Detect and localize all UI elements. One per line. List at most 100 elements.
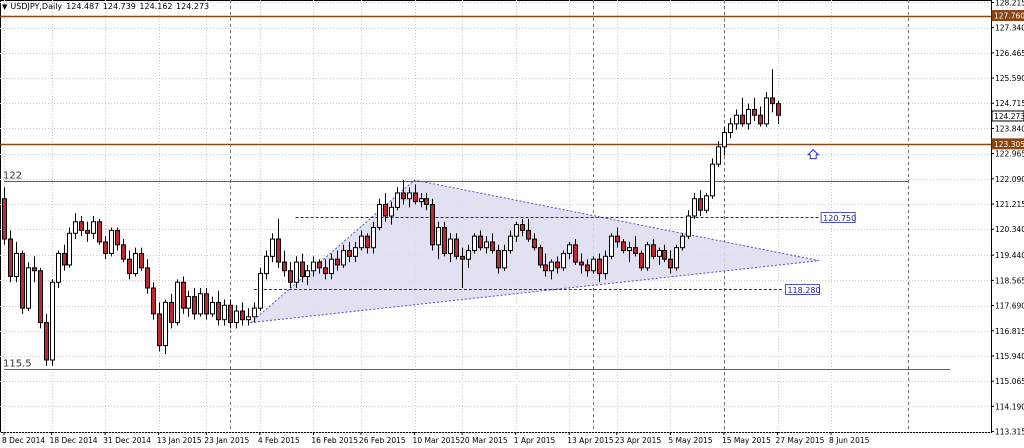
candle-body [341,250,346,266]
candle-body [621,241,626,252]
candle-body [746,108,751,125]
level-label: 115.5 [3,359,32,370]
candle-body [645,244,650,269]
candle-body [442,227,447,254]
candle-body [567,244,572,254]
candle-body [395,192,400,208]
candle-body [377,203,382,229]
y-tick-label: 118.565 [995,276,1024,285]
y-tick-label: 124.715 [995,99,1024,108]
candle-body [109,229,114,254]
candle-body [85,229,90,234]
x-tick-label: 15 May 2015 [722,436,771,445]
candle-body [192,296,197,315]
candle-body [234,310,239,324]
candle-body [413,192,418,203]
y-tick-label: 125.590 [995,74,1024,83]
candle-body [657,250,662,257]
candle-body [674,247,679,269]
candle-body [704,195,709,211]
candle-body [466,250,471,260]
y-tick-label: 126.465 [995,49,1024,58]
candle-body [597,258,602,275]
candle-body [615,235,620,243]
candle-body [460,255,465,260]
candle-body [389,206,394,217]
candle-body [365,235,370,249]
candle-body [300,261,305,277]
candle-body [282,261,287,272]
candle-body [490,241,495,252]
dashed-level-label: 118.280 [787,286,820,295]
candle-body [728,123,733,133]
candle-body [294,261,299,283]
candle-body [561,252,566,269]
candle-body [454,238,459,257]
candle-body [91,221,96,234]
y-tick-label: 114.190 [995,402,1024,411]
y-tick-label: 123.840 [995,124,1024,133]
candle-body [770,97,775,105]
up-arrow-icon [806,148,820,160]
candle-body [538,247,543,266]
candle-body [764,97,769,125]
candle-body [305,270,310,277]
x-tick-label: 10 Mar 2015 [413,436,461,445]
level-label: 122 [3,171,22,182]
candle-body [401,192,406,200]
candle-body [246,316,251,321]
candle-body [288,270,293,283]
candle-body [585,264,590,272]
x-tick-label: 26 Feb 2015 [359,436,406,445]
candle-body [514,224,519,237]
candle-body [145,267,150,289]
candle-body [573,244,578,263]
candle-body [151,287,156,315]
candle-body [216,301,221,321]
candle-body [740,114,745,125]
candle-body [758,114,763,125]
y-tick-label: 115.940 [995,352,1024,361]
candle-body [67,232,72,266]
candle-body [169,301,174,324]
candle-body [603,255,608,275]
candle-body [532,238,537,249]
candle-body [56,252,61,283]
candle-body [478,235,483,249]
dashed-level-box [784,284,820,295]
x-tick-label: 8 Jun 2015 [829,436,870,445]
price-label-text: 127.760 [994,12,1024,21]
candle-body [472,235,477,252]
candle-body [323,267,328,275]
candle-body [698,198,703,211]
y-tick-label: 120.340 [995,225,1024,234]
candle-body [424,198,429,205]
candle-body [639,252,644,269]
candle-body [508,235,513,252]
candle-body [371,227,376,249]
price-label-box [991,138,1024,150]
candle-body [555,261,560,269]
candle-body [317,261,322,269]
dashed-level-label: 120.750 [823,214,856,223]
candle-body [526,229,531,240]
candle-body [163,301,168,347]
candle-body [609,235,614,257]
candle-body [692,198,697,217]
candle-body [484,241,489,249]
y-tick-label: 121.215 [995,200,1024,209]
price-label-box [991,10,1024,22]
candle-body [270,238,275,257]
candle-body [133,252,138,275]
candle-body [121,244,126,260]
candle-body [8,238,13,277]
ohlc-readout: 124.487 124.739 124.162 124.273 [66,2,210,11]
triangle-down-icon[interactable]: ▼ [2,3,8,11]
x-tick-label: 4 Feb 2015 [258,436,300,445]
candle-body [103,241,108,254]
y-tick-label: 115.065 [995,377,1024,386]
candle-body [44,322,49,361]
candle-body [430,203,435,246]
